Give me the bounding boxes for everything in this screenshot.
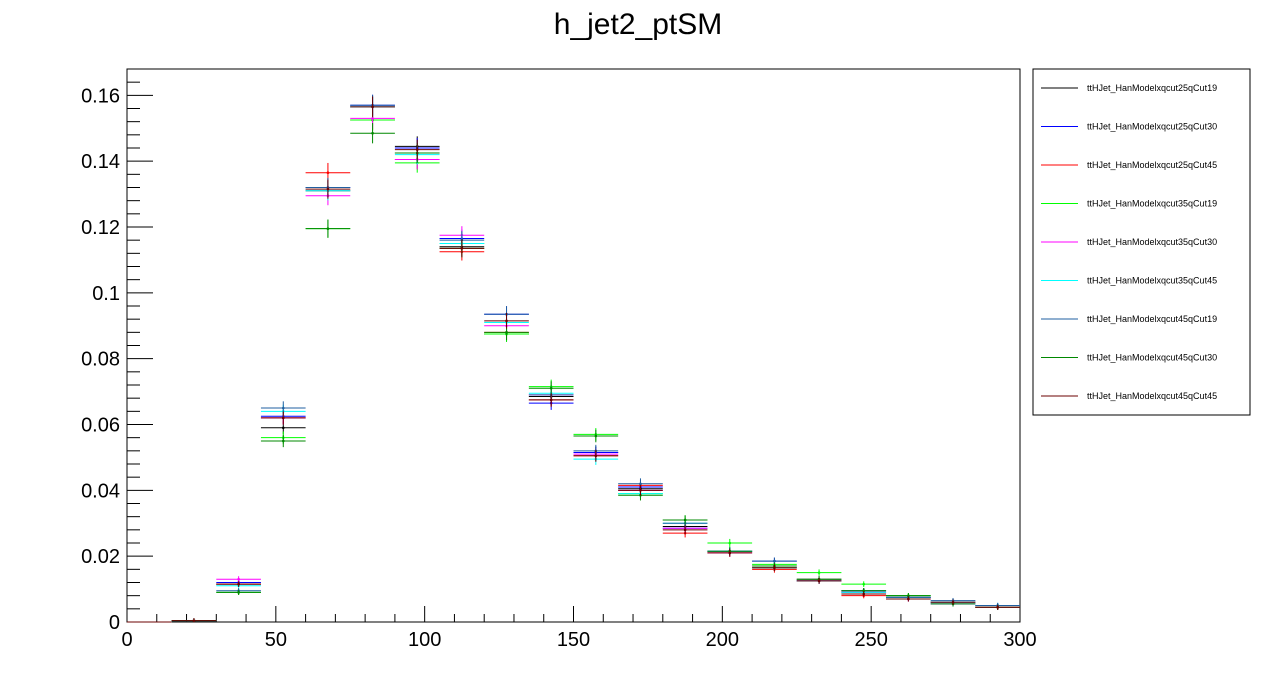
x-tick-label: 150 (557, 629, 590, 651)
data-point (326, 227, 330, 230)
data-point (728, 551, 732, 555)
data-point (326, 187, 330, 191)
data-point (996, 605, 999, 609)
data-point (549, 398, 553, 402)
data-point (371, 117, 374, 120)
data-point (281, 426, 285, 430)
plot-frame (126, 68, 1021, 623)
series-7 (127, 94, 1020, 623)
data-point (683, 528, 687, 532)
series-4 (127, 109, 1020, 623)
legend-label: ttHJet_HanModelxqcut25qCut45 (1087, 160, 1217, 170)
series-1 (127, 96, 1020, 623)
data-point (683, 518, 687, 522)
data-point (281, 439, 285, 443)
series-9 (127, 96, 1020, 623)
data-point (862, 592, 866, 596)
data-point (326, 171, 330, 174)
data-point (371, 131, 374, 135)
y-tick-label: 0 (109, 612, 120, 634)
data-point (594, 434, 598, 438)
data-point (549, 386, 553, 390)
data-point (728, 541, 732, 545)
data-point (907, 594, 910, 597)
legend-label: ttHJet_HanModelxqcut35qCut19 (1087, 199, 1217, 209)
data-point (505, 331, 508, 334)
data-point (192, 619, 196, 622)
data-point (237, 577, 240, 581)
data-point (639, 482, 642, 486)
legend-label: ttHJet_HanModelxqcut45qCut19 (1087, 314, 1217, 324)
x-tick-label: 100 (408, 629, 441, 651)
data-point (415, 148, 419, 151)
data-point (817, 579, 821, 583)
x-tick-label: 0 (121, 629, 132, 651)
data-point (862, 582, 866, 586)
legend-label: ttHJet_HanModelxqcut45qCut30 (1087, 353, 1217, 363)
data-point (460, 247, 464, 250)
y-tick-label: 0.1 (92, 283, 120, 305)
data-points (127, 94, 1020, 623)
data-point (951, 600, 955, 604)
data-point (281, 416, 285, 420)
chart-title: h_jet2_ptSM (554, 8, 722, 41)
series-3 (127, 109, 1020, 623)
y-tick-label: 0.14 (81, 151, 120, 173)
data-point (505, 319, 508, 323)
series-6 (127, 96, 1020, 623)
data-point (639, 489, 642, 492)
series-8 (127, 123, 1020, 623)
data-point (817, 571, 821, 574)
data-point (773, 566, 776, 569)
legend-label: ttHJet_HanModelxqcut25qCut19 (1087, 83, 1217, 93)
data-point (773, 559, 776, 563)
data-point (237, 582, 240, 586)
data-point (281, 406, 285, 410)
x-tick-label: 250 (854, 629, 887, 651)
data-point (237, 591, 240, 594)
series-2 (127, 94, 1020, 623)
data-point (594, 454, 598, 458)
y-tick-label: 0.12 (81, 217, 120, 239)
legend-label: ttHJet_HanModelxqcut35qCut30 (1087, 237, 1217, 247)
legend-label: ttHJet_HanModelxqcut45qCut45 (1087, 391, 1217, 401)
x-tick-label: 50 (265, 629, 287, 651)
x-tick-label: 200 (706, 629, 739, 651)
legend: ttHJet_HanModelxqcut25qCut19 ttHJet_HanMo… (1041, 83, 1217, 401)
series-5 (127, 108, 1020, 623)
data-point (862, 589, 866, 593)
y-tick-label: 0.02 (81, 546, 120, 568)
x-tick-label: 300 (1003, 629, 1036, 651)
axes: 0 50 100 150 200 250 300 0 0.02 0.04 0.06 0.08 0.1 0.… (81, 68, 1037, 651)
y-tick-label: 0.08 (81, 349, 120, 371)
y-tick-label: 0.04 (81, 480, 120, 502)
y-tick-label: 0.16 (81, 85, 120, 107)
y-tick-label: 0.06 (81, 415, 120, 437)
data-point (907, 597, 910, 601)
legend-label: ttHJet_HanModelxqcut25qCut30 (1087, 122, 1217, 132)
legend-label: ttHJet_HanModelxqcut35qCut45 (1087, 276, 1217, 286)
data-point (371, 105, 374, 109)
